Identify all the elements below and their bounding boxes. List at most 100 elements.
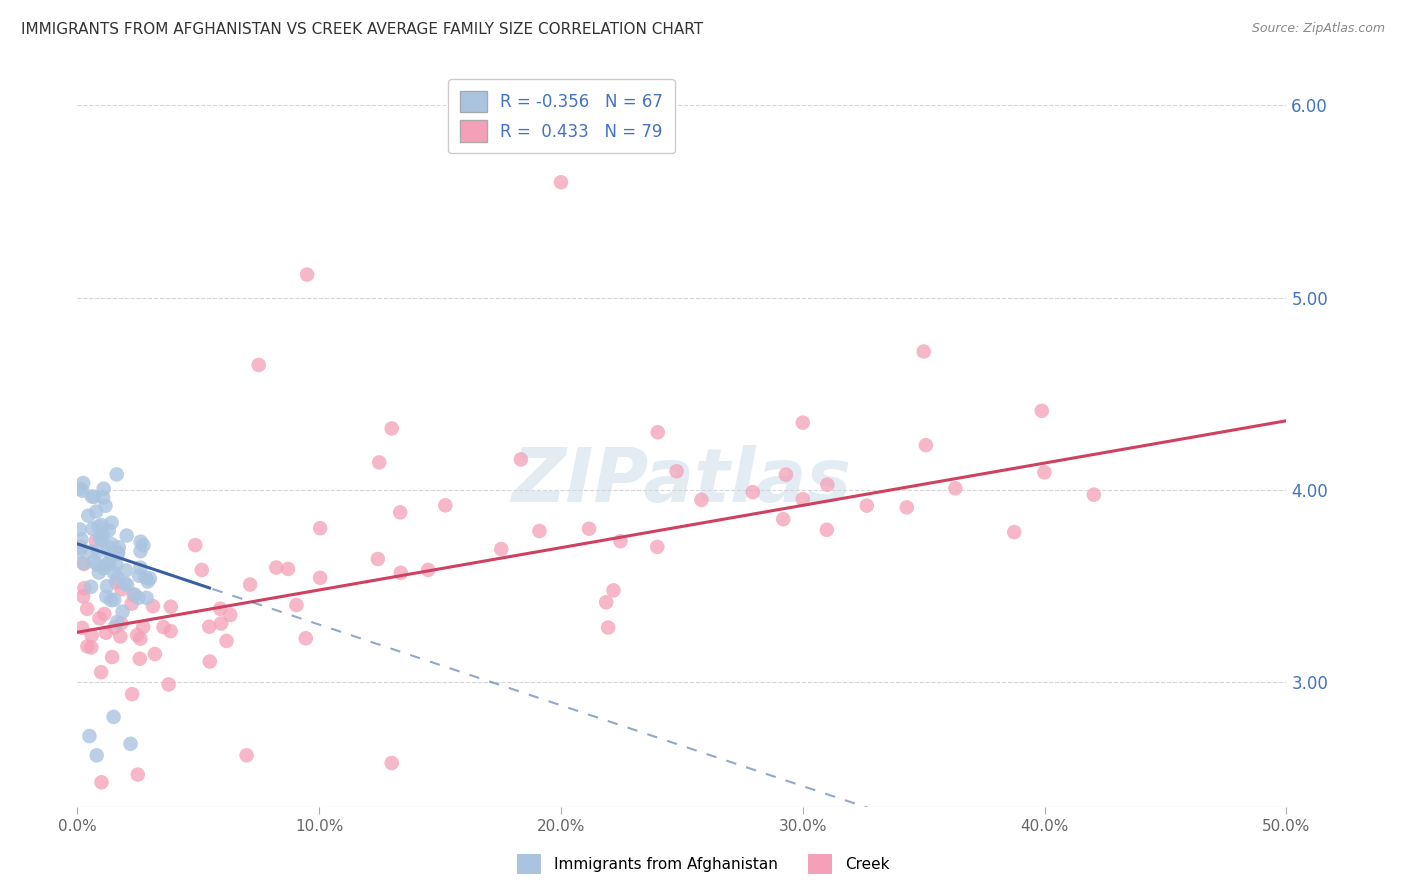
Point xyxy=(115,528,138,542)
Point xyxy=(120,737,142,751)
Point xyxy=(87,566,110,580)
Point xyxy=(111,605,134,619)
Point xyxy=(912,344,935,359)
Point xyxy=(98,555,121,569)
Point xyxy=(792,416,814,430)
Point xyxy=(107,541,129,555)
Point xyxy=(529,524,551,538)
Point xyxy=(80,580,103,594)
Point xyxy=(152,620,174,634)
Point xyxy=(72,590,94,604)
Point xyxy=(815,523,838,537)
Point xyxy=(73,557,96,571)
Point xyxy=(115,578,138,592)
Point xyxy=(157,677,180,691)
Point xyxy=(184,538,207,552)
Point xyxy=(129,560,152,574)
Point xyxy=(741,485,763,500)
Point xyxy=(103,592,125,607)
Point xyxy=(115,563,138,577)
Point xyxy=(143,647,166,661)
Point xyxy=(96,579,118,593)
Point xyxy=(129,632,152,646)
Point xyxy=(136,574,159,589)
Point xyxy=(105,575,128,590)
Point xyxy=(121,687,143,701)
Point xyxy=(83,490,105,504)
Point xyxy=(110,616,132,631)
Point xyxy=(86,558,108,572)
Point xyxy=(132,620,155,634)
Point xyxy=(107,546,129,560)
Point xyxy=(815,477,838,491)
Point xyxy=(295,268,318,282)
Point xyxy=(598,620,620,634)
Point xyxy=(91,527,114,541)
Point xyxy=(239,577,262,591)
Point xyxy=(86,748,108,763)
Point xyxy=(381,756,404,770)
Point xyxy=(645,540,668,554)
Point xyxy=(90,518,112,533)
Point xyxy=(69,544,91,558)
Point xyxy=(129,544,152,558)
Point xyxy=(69,482,91,496)
Point xyxy=(856,499,879,513)
Point xyxy=(943,481,966,495)
Point xyxy=(80,544,103,558)
Point xyxy=(84,533,107,548)
Legend: R = -0.356   N = 67, R =  0.433   N = 79: R = -0.356 N = 67, R = 0.433 N = 79 xyxy=(449,78,675,153)
Point xyxy=(389,566,412,580)
Point xyxy=(209,616,232,631)
Point xyxy=(550,175,572,189)
Point xyxy=(121,597,143,611)
Point xyxy=(90,775,112,789)
Point xyxy=(602,583,624,598)
Point xyxy=(367,552,389,566)
Point xyxy=(215,634,238,648)
Point xyxy=(96,590,118,604)
Point xyxy=(84,504,107,518)
Point xyxy=(80,628,103,642)
Point xyxy=(142,599,165,614)
Point xyxy=(915,438,938,452)
Point xyxy=(100,547,122,561)
Point xyxy=(87,519,110,533)
Point xyxy=(509,452,531,467)
Point xyxy=(96,558,118,572)
Point xyxy=(79,729,101,743)
Point xyxy=(97,524,120,538)
Point xyxy=(792,492,814,507)
Point xyxy=(690,492,713,507)
Point xyxy=(129,534,152,549)
Point xyxy=(105,467,128,482)
Point xyxy=(103,566,125,580)
Point xyxy=(277,562,299,576)
Point xyxy=(110,630,132,644)
Text: Source: ZipAtlas.com: Source: ZipAtlas.com xyxy=(1251,22,1385,36)
Point xyxy=(80,490,103,504)
Point xyxy=(1002,525,1025,540)
Point xyxy=(309,571,332,585)
Point xyxy=(94,499,117,513)
Point xyxy=(139,572,162,586)
Point xyxy=(93,482,115,496)
Point xyxy=(103,710,125,724)
Point xyxy=(72,483,94,498)
Point xyxy=(219,607,242,622)
Point xyxy=(235,748,257,763)
Point xyxy=(70,533,93,547)
Point xyxy=(128,568,150,582)
Point xyxy=(83,555,105,569)
Point xyxy=(389,505,412,519)
Point xyxy=(416,563,439,577)
Point xyxy=(105,558,128,572)
Point xyxy=(309,521,332,535)
Point xyxy=(70,541,93,555)
Point xyxy=(90,533,112,547)
Point xyxy=(70,621,93,635)
Text: ZIPatlas: ZIPatlas xyxy=(512,445,852,518)
Point xyxy=(122,588,145,602)
Point xyxy=(73,581,96,595)
Point xyxy=(294,632,316,646)
